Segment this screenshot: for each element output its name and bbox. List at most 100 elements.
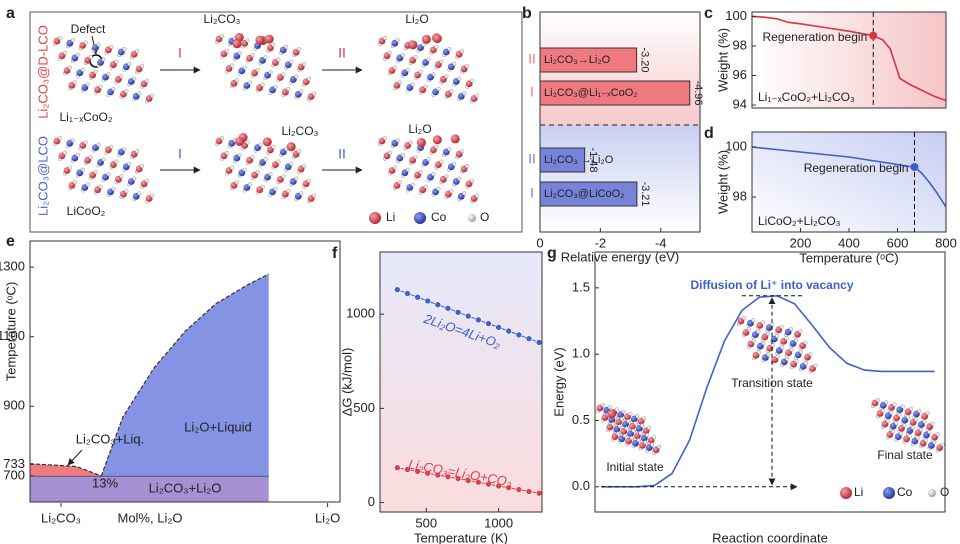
atom [72,180,78,185]
atom [643,440,648,445]
atom [447,146,452,152]
legend-label: Li [854,485,863,499]
step-label: II [528,51,536,67]
atom [624,426,629,431]
atom [268,70,273,75]
atom [909,406,914,411]
point [434,471,442,479]
atom [307,178,312,183]
x-tick-label: 600 [887,235,909,250]
structure-label: Li₂O [408,122,431,136]
legend-label: Co [431,210,447,224]
atom [88,155,93,160]
atom [741,315,747,321]
atom [645,432,650,438]
atom [297,47,302,52]
x-tick-label: Li₂O [315,510,340,525]
atom [470,178,475,183]
atom [276,57,281,62]
atom [224,150,230,155]
atom [465,63,470,69]
atom [400,152,405,158]
atom [766,352,771,357]
atom [813,363,818,368]
atom [789,326,794,332]
atom [631,428,636,433]
crystal-structure [870,397,945,453]
phase-boundary [29,463,102,477]
atom [219,135,225,141]
atom [250,53,255,58]
atom [127,161,132,166]
crystal-structure [377,33,480,104]
annotation: Defect [71,22,106,36]
atom [775,333,780,339]
state-label: Final state [877,448,933,462]
point [495,324,502,331]
background [540,125,700,232]
atom [286,142,296,152]
atom [137,191,142,196]
atom [260,82,265,87]
atom [470,78,475,83]
atom [98,184,103,189]
atom [784,336,789,341]
atom [629,435,634,441]
atom [789,347,794,352]
atom [286,87,291,92]
panel-letter: g [547,245,557,262]
point [475,478,482,486]
annotation: Regeneration begin [804,161,909,175]
atom [410,182,415,187]
atom [607,405,612,410]
atom [106,172,111,177]
point [505,327,513,335]
atom [242,167,247,172]
legend-ball [468,214,476,222]
y-tick-label: 1300 [0,259,25,274]
background [752,12,946,108]
atom [746,327,752,332]
atom [636,438,641,443]
phase-region [30,463,102,476]
point [394,464,401,472]
phase-region [101,274,269,476]
step-label: II [338,146,346,162]
atom [289,161,294,166]
point [485,320,492,327]
structure-label: LiCoO₂ [67,204,106,218]
plot-frame [751,11,947,109]
atom [119,74,124,79]
y-tick-label: 1.0 [572,346,590,361]
y-tick-label: 1000 [346,306,375,321]
atom [258,142,263,147]
category-label: Li₂CO₃→Li₂O [544,54,611,66]
atom [101,57,106,62]
point [515,486,523,493]
atom [447,46,452,52]
atom [237,50,242,56]
atom [140,63,145,69]
atom [416,138,426,148]
atom [124,189,129,194]
atom [132,176,137,181]
atom [628,411,633,416]
panel-letter: c [704,5,713,22]
atom [910,425,915,430]
atom [785,356,790,361]
x-tick-label: 0 [536,235,543,250]
atom [756,329,761,334]
atom [775,354,780,359]
category-label: Li₂CO₃ →Li₂O [544,154,614,166]
atom [75,152,80,158]
atom [426,157,431,162]
y-tick-label: 0.0 [572,478,590,493]
sample-label: LiCoO₂+Li₂CO₃ [758,214,841,228]
atom [432,34,442,44]
atom [72,80,78,85]
atom [475,93,480,98]
highlight-point [869,31,878,40]
atom [294,176,299,181]
